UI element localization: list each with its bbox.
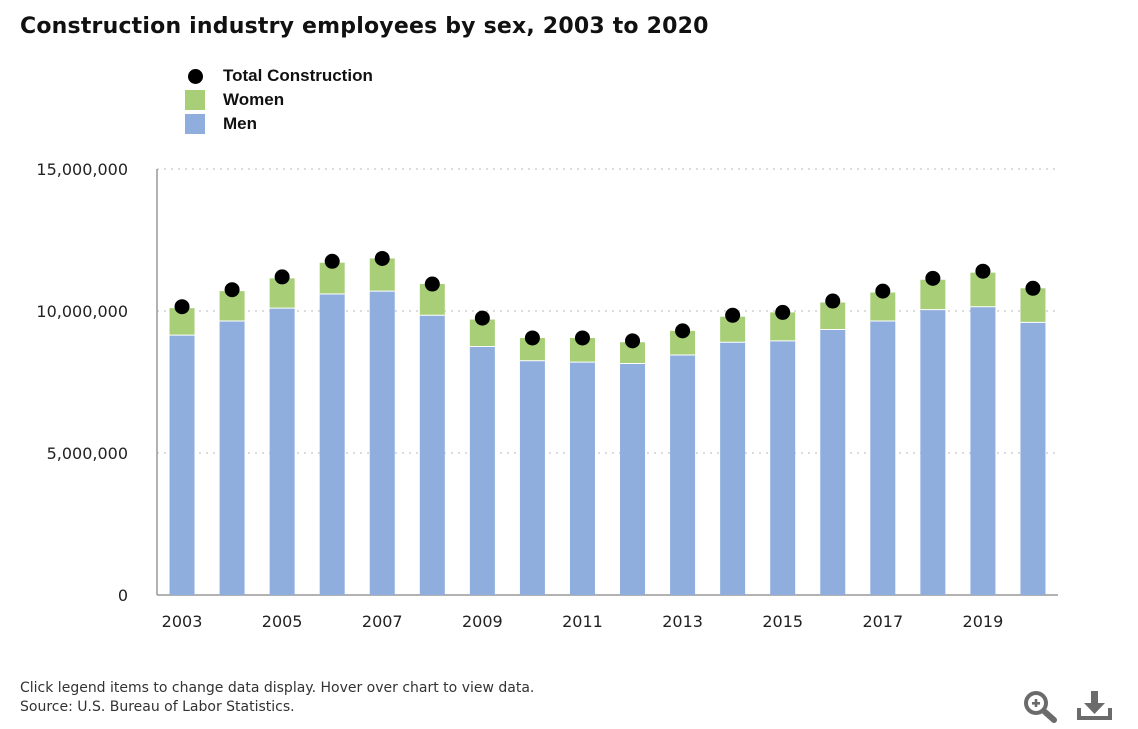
bar-men-2008[interactable] [419,315,445,595]
x-tick-label: 2003 [162,612,203,631]
legend-label-women: Women [223,90,285,109]
bar-men-2012[interactable] [620,363,646,595]
legend-men-swatch [185,114,205,134]
x-tick-label: 2017 [862,612,903,631]
y-tick-label: 10,000,000 [36,302,128,321]
bar-men-2004[interactable] [219,320,245,595]
download-button[interactable] [1074,688,1114,724]
point-total-2019[interactable] [975,263,991,279]
point-total-2006[interactable] [324,253,340,269]
bar-men-2005[interactable] [269,308,295,595]
point-total-2017[interactable] [875,283,891,299]
chart-legend: Total Construction Women Men [185,64,373,136]
x-tick-label: 2013 [662,612,703,631]
legend-item-women[interactable]: Women [185,88,373,112]
point-total-2013[interactable] [675,323,691,339]
point-total-2007[interactable] [374,250,390,266]
x-tick-label: 2015 [762,612,803,631]
zoom-in-icon [1024,691,1057,723]
point-total-2010[interactable] [524,330,540,346]
point-total-2003[interactable] [174,299,190,315]
point-total-2015[interactable] [775,304,791,320]
x-tick-label: 2011 [562,612,603,631]
point-total-2016[interactable] [825,293,841,309]
x-tick-label: 2007 [362,612,403,631]
download-icon [1077,691,1112,720]
y-tick-label: 0 [118,586,128,605]
chart-source-text: Source: U.S. Bureau of Labor Statistics. [20,699,295,715]
bar-women-2010[interactable] [519,337,545,361]
legend-item-total[interactable]: Total Construction [185,64,373,88]
legend-item-men[interactable]: Men [185,112,373,136]
bar-men-2019[interactable] [970,306,996,595]
bar-men-2011[interactable] [569,362,595,595]
bar-men-2018[interactable] [920,309,946,595]
bar-men-2010[interactable] [519,360,545,595]
point-total-2008[interactable] [424,276,440,292]
zoom-button[interactable] [1020,688,1060,724]
bar-men-2014[interactable] [720,342,746,595]
chart-title: Construction industry employees by sex, … [20,14,709,39]
bar-men-2016[interactable] [820,329,846,595]
point-total-2014[interactable] [725,307,741,323]
bar-men-2020[interactable] [1020,322,1046,595]
legend-label-men: Men [223,114,257,133]
bar-men-2013[interactable] [670,355,696,595]
bar-men-2003[interactable] [169,335,195,595]
x-tick-label: 2019 [963,612,1004,631]
bar-men-2017[interactable] [870,320,896,595]
point-total-2004[interactable] [224,282,240,298]
bar-men-2007[interactable] [369,291,395,595]
y-tick-label: 5,000,000 [47,444,128,463]
y-tick-label: 15,000,000 [36,160,128,179]
bar-men-2015[interactable] [770,340,796,595]
point-total-2020[interactable] [1025,280,1041,296]
point-total-2005[interactable] [274,269,290,285]
bar-men-2006[interactable] [319,293,345,595]
point-total-2011[interactable] [574,330,590,346]
legend-label-total: Total Construction [223,66,373,85]
x-tick-label: 2009 [462,612,503,631]
legend-total-marker [185,68,205,84]
point-total-2009[interactable] [474,310,490,326]
bar-men-2009[interactable] [469,346,495,596]
chart-footnote: Click legend items to change data displa… [20,679,534,717]
x-tick-label: 2005 [262,612,303,631]
point-total-2012[interactable] [625,333,641,349]
chart-hint-text: Click legend items to change data displa… [20,680,535,696]
point-total-2018[interactable] [925,270,941,286]
legend-women-swatch [185,90,205,110]
bar-women-2012[interactable] [620,342,646,364]
